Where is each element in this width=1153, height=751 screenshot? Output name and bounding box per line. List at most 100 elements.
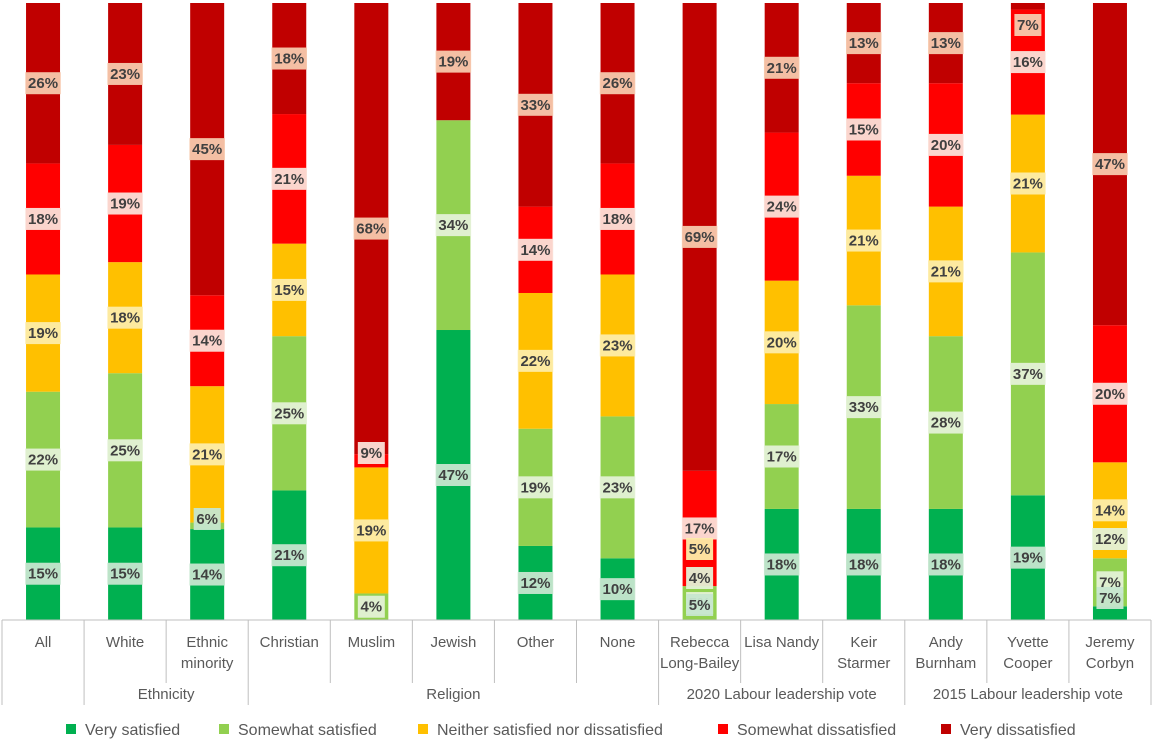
legend-swatch-2 — [418, 724, 428, 734]
legend-swatch-4 — [941, 724, 951, 734]
group-label-3: 2020 Labour leadership vote — [687, 686, 877, 703]
data-label-bg-1-1 — [107, 439, 143, 462]
data-label-1-0: 15% — [110, 566, 140, 583]
data-label-bg-11-2 — [928, 260, 964, 283]
data-label-12-4: 7% — [1017, 17, 1039, 34]
data-label-bg-10-2 — [846, 229, 882, 252]
data-label-bg-1-2 — [107, 306, 143, 329]
legend-swatch-1 — [219, 724, 229, 734]
group-label-2: Religion — [426, 686, 480, 703]
data-label-bg-7-3 — [599, 207, 636, 230]
data-label-3-3: 21% — [274, 171, 304, 188]
category-label-2-1: minority — [181, 655, 234, 672]
legend-label-4: Very dissatisfied — [960, 722, 1076, 739]
category-label-10-0: Keir — [850, 634, 877, 651]
data-label-bg-6-2 — [517, 349, 554, 372]
data-label-bg-6-0 — [517, 571, 554, 594]
data-label-7-1: 23% — [603, 479, 633, 496]
data-label-bg-11-3 — [928, 133, 964, 156]
data-label-1-1: 25% — [110, 442, 140, 459]
data-label-bg-9-0 — [763, 553, 800, 576]
data-label-bg-7-1 — [599, 476, 636, 499]
data-label-9-3: 24% — [767, 199, 797, 216]
data-label-bg-13-1 — [1092, 528, 1128, 550]
bar-segment-13-0 — [1092, 606, 1127, 620]
data-label-bg-3-3 — [271, 167, 307, 190]
data-label-8-1: 4% — [689, 570, 711, 587]
data-label-2-3: 14% — [192, 333, 222, 350]
bar-segment-12-4 — [1010, 3, 1045, 10]
category-label-12-0: Yvette — [1007, 634, 1049, 651]
data-label-12-2: 21% — [1013, 176, 1043, 193]
data-label-4-2: 19% — [356, 522, 386, 539]
data-label-bg-8-0 — [686, 594, 714, 616]
data-label-10-0: 18% — [849, 556, 879, 573]
data-label-bg-6-1 — [517, 476, 554, 499]
data-label-11-1: 28% — [931, 415, 961, 432]
data-label-4-1: 4% — [360, 599, 382, 616]
data-label-8-0: 5% — [689, 597, 711, 614]
data-label-2-0: 6% — [196, 511, 218, 528]
category-label-9-0: Lisa Nandy — [744, 634, 820, 651]
data-label-bg-4-1 — [357, 595, 385, 618]
data-label-1-2: 18% — [110, 310, 140, 327]
data-label-1-4: 23% — [110, 66, 140, 83]
category-label-4-0: Muslim — [348, 634, 396, 651]
data-label-bg-13-2 — [1092, 499, 1128, 522]
data-label-bg-5-4 — [435, 50, 472, 73]
data-label-bg-2-0 — [189, 563, 225, 586]
data-label-12-1: 37% — [1013, 366, 1043, 383]
data-label-bg-1-4 — [107, 62, 143, 85]
data-label-6-1: 19% — [520, 479, 550, 496]
data-label-9-0: 18% — [767, 556, 797, 573]
data-label-5-1: 34% — [438, 217, 468, 234]
data-label-3-4: 18% — [274, 51, 304, 68]
data-label-13-0: 7% — [1099, 590, 1121, 607]
category-label-13-1: Corbyn — [1086, 655, 1134, 672]
data-label-bg-12-3 — [1010, 51, 1046, 74]
data-label-7-3: 18% — [603, 211, 633, 228]
data-label-bg-4-4 — [353, 217, 390, 240]
category-label-3-0: Christian — [260, 634, 319, 651]
data-label-13-2: 14% — [1095, 502, 1125, 519]
group-label-1: Ethnicity — [138, 686, 195, 703]
category-label-2-0: Ethnic — [186, 634, 228, 651]
category-label-13-0: Jeremy — [1085, 634, 1135, 651]
data-label-0-1: 22% — [28, 452, 58, 469]
data-label-bg-9-4 — [763, 56, 800, 79]
data-label-bg-5-1 — [435, 214, 472, 237]
data-label-bg-3-0 — [271, 544, 307, 567]
data-label-bg-10-0 — [846, 553, 882, 576]
data-label-bg-0-4 — [25, 72, 61, 95]
data-label-bg-8-2 — [686, 538, 714, 560]
legend-label-1: Somewhat satisfied — [238, 722, 377, 739]
data-label-6-4: 33% — [520, 97, 550, 114]
data-label-bg-9-2 — [763, 331, 800, 354]
category-label-0-0: All — [35, 634, 52, 651]
data-label-2-2: 21% — [192, 446, 222, 463]
data-label-bg-2-4 — [189, 138, 225, 161]
category-label-7-0: None — [600, 634, 636, 651]
data-label-bg-8-1 — [686, 567, 714, 589]
data-label-4-3: 9% — [360, 445, 382, 462]
category-label-11-1: Burnham — [915, 655, 976, 672]
data-label-bg-11-0 — [928, 553, 964, 576]
data-label-bg-8-4 — [681, 225, 718, 248]
data-label-bg-6-3 — [517, 238, 554, 261]
data-label-bg-9-1 — [763, 445, 800, 468]
data-label-bg-2-2 — [189, 443, 225, 466]
data-label-5-4: 19% — [438, 54, 468, 71]
legend-swatch-0 — [66, 724, 76, 734]
data-label-bg-7-0 — [599, 578, 636, 601]
category-label-11-0: Andy — [929, 634, 964, 651]
data-label-13-4: 47% — [1095, 156, 1125, 173]
data-label-0-3: 18% — [28, 211, 58, 228]
data-label-bg-13-0 — [1096, 587, 1124, 609]
data-label-0-2: 19% — [28, 325, 58, 342]
legend-label-2: Neither satisfied nor dissatisfied — [437, 722, 663, 739]
data-label-bg-1-0 — [107, 562, 143, 585]
legend-label-3: Somewhat dissatisfied — [737, 722, 896, 739]
data-label-11-0: 18% — [931, 556, 961, 573]
data-label-8-4: 69% — [685, 229, 715, 246]
